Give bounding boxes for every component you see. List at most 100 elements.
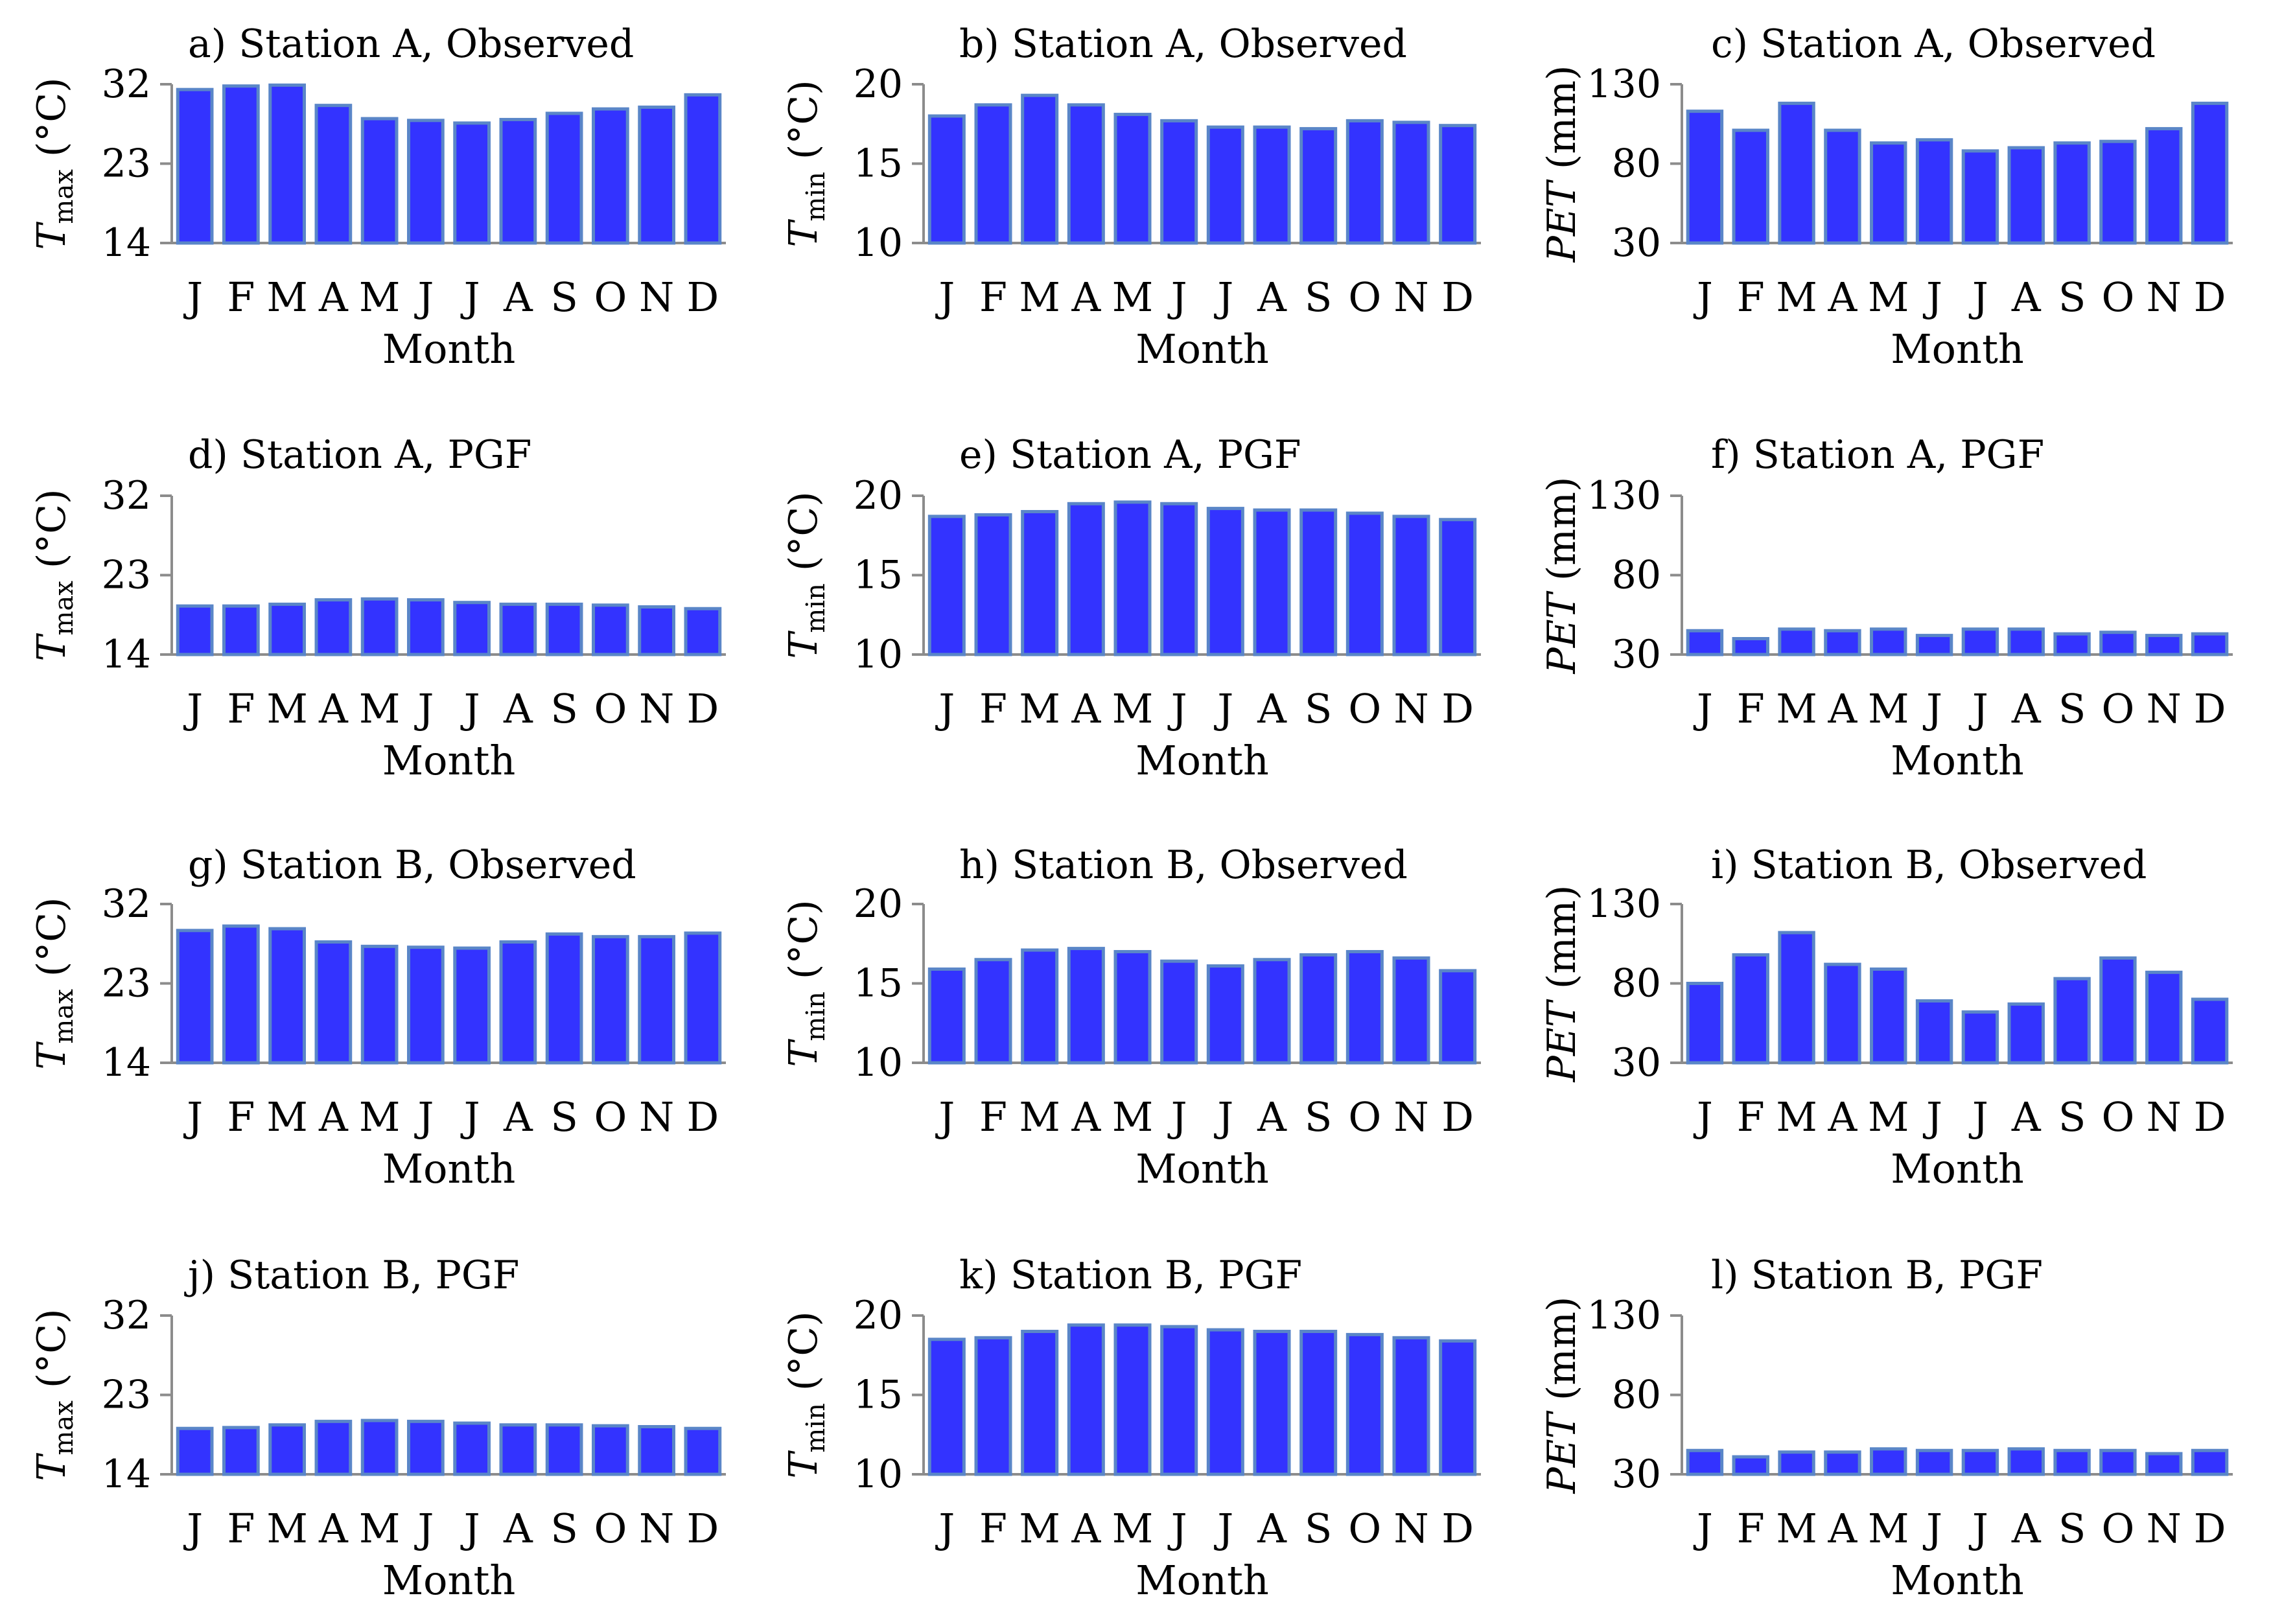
x-tick-label: D <box>687 685 719 732</box>
bar-i-12 <box>2191 997 2229 1065</box>
bar-d-7 <box>453 601 491 656</box>
y-tick-label: 10 <box>854 220 903 266</box>
x-tick-label: F <box>979 1093 1007 1141</box>
x-tick-label: A <box>503 685 533 732</box>
x-tick-label: M <box>1868 1505 1909 1552</box>
bar-j-10 <box>592 1424 629 1476</box>
x-tick-label: A <box>1257 273 1287 321</box>
y-axis-label: Tmin (°C) <box>781 80 831 247</box>
bar-a-1 <box>176 87 214 245</box>
x-tick-label: D <box>1441 685 1474 732</box>
x-tick-label: N <box>2147 273 2182 321</box>
bar-c-12 <box>2191 101 2229 245</box>
x-tick-label: M <box>1019 273 1060 321</box>
x-tick-label: J <box>460 685 480 732</box>
bar-j-5 <box>360 1419 399 1476</box>
bar-c-11 <box>2145 127 2183 245</box>
x-tick-label: J <box>183 1505 203 1552</box>
x-tick-label: J <box>183 273 203 321</box>
bar-a-8 <box>499 117 537 245</box>
x-tick-label: D <box>687 1505 719 1552</box>
x-tick-label: J <box>413 685 434 732</box>
x-tick-label: J <box>1968 273 1988 321</box>
x-tick-label: J <box>1922 273 1942 321</box>
x-tick-label: O <box>2101 273 2134 321</box>
x-tick-label: A <box>1257 1505 1287 1552</box>
x-tick-label: A <box>1257 1093 1287 1141</box>
y-tick-label: 30 <box>1612 220 1661 266</box>
y-tick-label: 15 <box>854 141 903 187</box>
x-tick-label: J <box>1213 685 1233 732</box>
x-tick-label: J <box>935 685 955 732</box>
y-tick-label: 32 <box>102 881 151 927</box>
panel-title: j) Station B, PGF <box>184 1253 519 1298</box>
y-tick-label: 14 <box>102 1040 151 1085</box>
x-tick-label: J <box>1167 273 1187 321</box>
x-tick-label: A <box>503 1093 533 1141</box>
bar-c-7 <box>1961 149 1999 245</box>
bar-i-4 <box>1824 962 1861 1065</box>
x-tick-label: D <box>1441 1505 1474 1552</box>
x-tick-label: J <box>1922 685 1942 732</box>
bar-d-10 <box>592 603 629 656</box>
y-tick-label: 30 <box>1612 1040 1661 1085</box>
x-tick-label: S <box>1305 1093 1332 1141</box>
y-tick-label: 20 <box>854 62 903 107</box>
x-tick-label: M <box>1112 1093 1153 1141</box>
bar-a-10 <box>592 107 629 245</box>
y-tick-label: 80 <box>1612 1373 1661 1418</box>
x-tick-label: A <box>1071 1505 1101 1552</box>
y-tick-label: 14 <box>102 1452 151 1497</box>
y-tick-label: 80 <box>1612 553 1661 598</box>
x-tick-label: O <box>594 1093 627 1141</box>
x-tick-label: J <box>1213 1093 1233 1141</box>
x-tick-label: F <box>1737 685 1765 732</box>
y-tick-label: 23 <box>102 141 151 187</box>
x-axis-label: Month <box>1136 325 1269 373</box>
y-tick-label: 20 <box>854 473 903 518</box>
x-axis-label: Month <box>382 1557 516 1604</box>
x-tick-label: A <box>2011 1093 2042 1141</box>
bar-e-3 <box>1021 510 1059 656</box>
bar-l-10 <box>2099 1448 2137 1476</box>
x-axis-label: Month <box>1891 1145 2024 1192</box>
x-axis-label: Month <box>382 325 516 373</box>
bar-k-9 <box>1299 1330 1338 1476</box>
y-tick-label: 10 <box>854 1040 903 1085</box>
bar-e-7 <box>1206 507 1244 656</box>
x-tick-label: F <box>979 1505 1007 1552</box>
bar-b-6 <box>1160 119 1198 245</box>
bar-h-1 <box>927 967 966 1065</box>
bar-a-6 <box>407 119 445 245</box>
bar-j-2 <box>222 1426 260 1476</box>
bar-g-11 <box>638 934 675 1065</box>
bar-j-9 <box>545 1423 583 1476</box>
x-tick-label: F <box>1737 1505 1765 1552</box>
x-tick-label: M <box>266 1505 307 1552</box>
y-axis-label: PET (mm) <box>1539 65 1585 263</box>
bar-a-4 <box>314 104 353 245</box>
panel-title: i) Station B, Observed <box>1711 842 2147 888</box>
bar-l-11 <box>2145 1452 2183 1476</box>
x-axis-label: Month <box>1136 1145 1269 1192</box>
bar-f-11 <box>2145 634 2183 656</box>
x-tick-label: O <box>1348 273 1381 321</box>
bar-k-11 <box>1392 1336 1430 1476</box>
bar-i-8 <box>2007 1002 2045 1065</box>
bar-g-9 <box>545 932 583 1065</box>
x-tick-label: M <box>359 1505 400 1552</box>
bar-b-4 <box>1067 103 1105 245</box>
x-tick-label: A <box>318 685 349 732</box>
y-tick-label: 23 <box>102 961 151 1006</box>
x-axis-label: Month <box>382 737 516 784</box>
x-tick-label: M <box>266 273 307 321</box>
x-tick-label: J <box>1693 1505 1713 1552</box>
bar-f-6 <box>1915 634 1953 656</box>
x-tick-label: D <box>2194 273 2226 321</box>
bar-d-2 <box>222 604 260 656</box>
x-tick-label: A <box>318 1093 349 1141</box>
